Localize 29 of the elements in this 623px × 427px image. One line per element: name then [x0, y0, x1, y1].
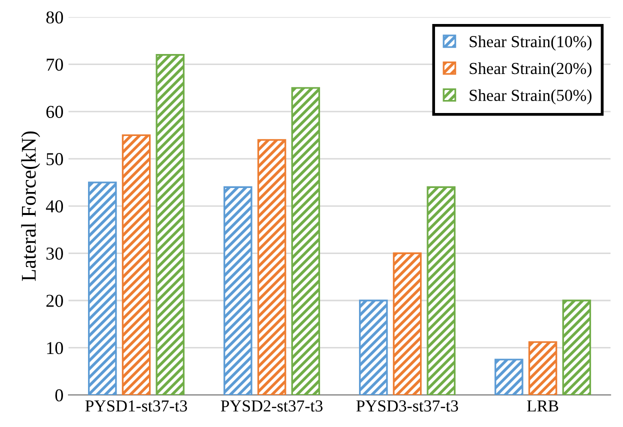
- y-axis-title: Lateral Force(kN): [21, 131, 40, 281]
- y-tick-label: 50: [46, 153, 63, 166]
- y-tick-label: 70: [46, 58, 63, 71]
- x-tick-label: PYSD3-st37-t3: [356, 400, 458, 412]
- y-tick-label: 40: [46, 200, 63, 212]
- legend-label: Shear Strain(20%): [470, 62, 592, 78]
- bar: [494, 358, 524, 395]
- x-tick-label: PYSD2-st37-t3: [220, 400, 323, 412]
- legend-label: Shear Strain(10%): [470, 36, 592, 51]
- y-tick-label: 30: [46, 248, 63, 260]
- bar: [528, 341, 558, 395]
- bar: [122, 134, 151, 395]
- bar: [562, 300, 592, 395]
- bar: [426, 186, 456, 395]
- bar: [392, 252, 422, 395]
- bar: [88, 182, 117, 395]
- bar: [257, 139, 286, 395]
- bar: [224, 186, 252, 395]
- bar: [359, 300, 388, 395]
- y-tick-label: 20: [46, 294, 63, 307]
- y-tick-label: 80: [46, 11, 63, 24]
- y-tick-label: 60: [46, 106, 63, 118]
- x-tick-label: LRB: [527, 400, 558, 412]
- legend-label: Shear Strain(50%): [470, 89, 592, 104]
- y-tick-label: 0: [55, 389, 63, 402]
- bar: [291, 87, 320, 395]
- y-tick-label: 10: [47, 342, 63, 354]
- x-tick-label: PYSD1-st37-t3: [85, 400, 188, 412]
- bar: [156, 54, 185, 395]
